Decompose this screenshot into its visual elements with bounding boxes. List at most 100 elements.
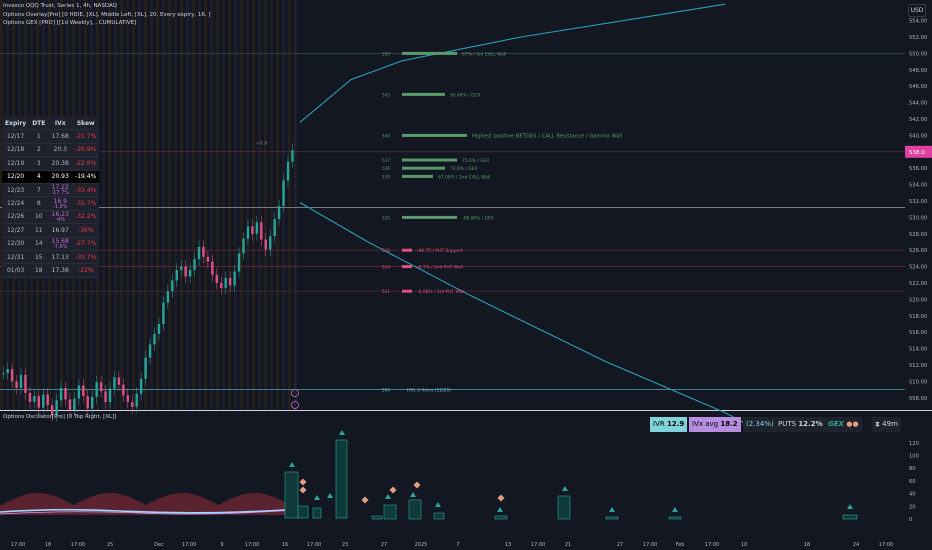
osc-bar [605, 516, 619, 520]
osc-area [210, 501, 213, 515]
candle-body [277, 205, 281, 220]
candle-body [46, 394, 49, 406]
y-tick-label: 550.00 [909, 51, 927, 57]
x-tick-label: 17:00 [531, 542, 545, 548]
osc-area [141, 503, 144, 515]
axis-background [905, 0, 932, 410]
osc-area [45, 493, 48, 515]
osc-area [240, 494, 243, 515]
last-price-tag [905, 145, 932, 158]
osc-area [156, 499, 159, 515]
pane-divider [0, 410, 932, 411]
session-stripe [192, 0, 195, 410]
x-tick-label: 24 [853, 542, 859, 548]
skew-cell: -36% [72, 223, 100, 238]
osc-area [144, 504, 147, 515]
oscillator-title[interactable]: Options Oscillator[Pro] [0 Top Right, [X… [3, 414, 117, 420]
x-tick-label: 27 [381, 542, 387, 548]
osc-area [270, 496, 273, 515]
strike-label: 509 [382, 388, 390, 393]
y-tick-label: 534.00 [909, 183, 927, 189]
osc-area [225, 500, 228, 515]
gex-bar [402, 166, 445, 170]
oscillator-pane: 120 100 80 60 40 20 0 [0, 430, 919, 523]
y-tick-label: 554.00 [909, 19, 927, 25]
ivx-cell: 17.13 [48, 250, 73, 265]
hourglass-icon: ⧗ [875, 420, 880, 428]
osc-area [273, 497, 276, 515]
osc-area [264, 494, 267, 515]
osc-area [204, 498, 207, 515]
osc-area [267, 495, 270, 515]
dte-cell: 11 [29, 223, 49, 238]
x-tick-label: 27 [617, 542, 623, 548]
osc-area [186, 493, 189, 515]
candle-body [260, 222, 263, 240]
candle-body [77, 385, 81, 399]
osc-area [108, 493, 111, 515]
dte-cell: 3 [29, 156, 49, 171]
gex-bar [402, 289, 412, 293]
gex-bar [402, 51, 457, 55]
osc-triangle-icon [847, 504, 853, 509]
session-stripe [210, 0, 213, 410]
osc-triangle-icon [435, 502, 441, 507]
ivx-avg-badge: IVx avg 18.2 [689, 417, 741, 432]
iv-table-row: 01/03 18 17.38 -22% [2, 263, 100, 278]
candles [2, 143, 294, 422]
session-stripe [168, 0, 171, 410]
overlay-indicator-title[interactable]: Options Overlay[Pro] [0 HIDE, [XL], Midd… [3, 12, 211, 18]
x-tick-label: 17:00 [643, 542, 657, 548]
candle-body [206, 256, 210, 262]
candle-body [286, 161, 290, 181]
gex-bar [402, 248, 412, 252]
session-stripe [138, 0, 141, 410]
osc-area [261, 493, 264, 515]
y-tick-label: 524.00 [909, 265, 927, 271]
iv-table-row: 12/24 8 16.9 -1.9% -31.7% [2, 196, 100, 211]
gex-indicator-title[interactable]: Options GEX [PRO] [[1d Weekly], , CUMULA… [3, 20, 137, 26]
expiry-cell: 12/20 [2, 170, 30, 184]
expected-move-bands [299, 3, 760, 432]
ivx-cell: 20.93 [48, 170, 73, 184]
x-tick-label: 10 [741, 542, 747, 548]
session-stripe [276, 0, 279, 410]
session-stripe [270, 0, 273, 410]
level-label: -6.08% / 3rd PUT Wall [417, 289, 465, 295]
osc-triangle-icon [289, 462, 295, 467]
session-stripe [180, 0, 183, 410]
osc-area [57, 497, 60, 515]
candle-body [188, 269, 192, 277]
osc-area [102, 493, 105, 515]
skew-cell: -33.4% [72, 183, 100, 198]
event-marker-icon [291, 401, 299, 409]
skew-cell: -20.9% [72, 143, 100, 158]
iv-table: Expiry DTE IVx Skew 12/17 1 17.68 -21.7% 12/… [2, 117, 100, 278]
osc-tick-label: 120 [909, 441, 919, 447]
iv-table-row: 12/30 14 15.68 -7.6% -27.7% [2, 237, 100, 251]
candle-body [86, 396, 89, 409]
y-tick-label: 508.00 [909, 396, 927, 402]
y-tick-label: 532.00 [909, 199, 927, 205]
osc-area [165, 495, 168, 515]
time-axis: 17:00 18 17:00 25 Dec 17:00 9 17:00 16 17:00 23 27 2… [0, 538, 932, 550]
ivr-badge: IVR 12.9 [650, 417, 688, 432]
gex-bar [402, 133, 467, 137]
gex-dot-icon: ●● [846, 420, 859, 428]
candle-body [2, 373, 5, 375]
session-stripe [108, 0, 111, 410]
session-stripe [198, 0, 201, 410]
currency-button[interactable]: USD [908, 4, 926, 17]
osc-area [93, 495, 96, 515]
candle-body [91, 396, 94, 409]
dte-cell: 10 [29, 210, 49, 225]
osc-area [189, 493, 192, 515]
osc-area [54, 496, 57, 515]
candle-body [19, 374, 23, 388]
timer-badge: ⧗ 49m [872, 417, 901, 432]
osc-diamond-icon [413, 481, 421, 489]
ivx-cell: 16.23 -4% [48, 210, 73, 225]
osc-area [87, 497, 90, 515]
osc-area [81, 500, 84, 515]
